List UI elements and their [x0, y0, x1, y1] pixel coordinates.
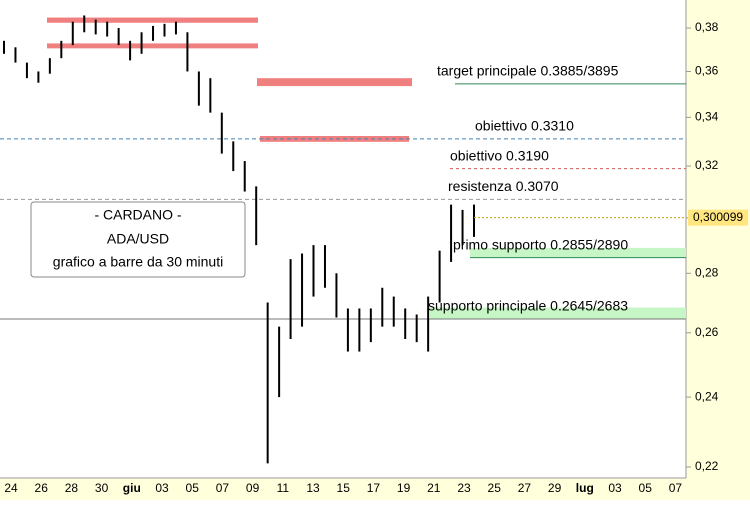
last-price-label: 0,300099 — [693, 210, 743, 224]
x-tick-label: 05 — [186, 481, 200, 495]
support-zone — [430, 307, 686, 320]
x-tick-label: lug — [576, 481, 594, 495]
resistance-zone — [47, 43, 258, 49]
level-label: primo supporto 0.2855/2890 — [453, 236, 628, 252]
x-tick-label: giu — [123, 481, 141, 495]
x-tick-label: 03 — [608, 481, 622, 495]
x-tick-label: 25 — [488, 481, 502, 495]
level-label: resistenza 0.3070 — [448, 178, 559, 194]
info-text: grafico a barre da 30 minuti — [53, 254, 223, 270]
price-axis-bg — [686, 0, 750, 500]
y-tick-label: 0,28 — [695, 265, 719, 279]
x-tick-label: 09 — [246, 481, 260, 495]
x-tick-label: 24 — [4, 481, 18, 495]
x-tick-label: 30 — [95, 481, 109, 495]
x-tick-label: 17 — [367, 481, 381, 495]
resistance-zone — [47, 17, 258, 23]
x-tick-label: 05 — [639, 481, 653, 495]
x-tick-label: 07 — [216, 481, 230, 495]
y-tick-label: 0,34 — [695, 110, 719, 124]
resistance-zone — [257, 78, 412, 87]
info-box — [30, 201, 246, 278]
x-tick-label: 11 — [277, 481, 290, 495]
y-tick-label: 0,38 — [695, 20, 719, 34]
x-tick-label: 27 — [518, 481, 532, 495]
x-tick-label: 29 — [548, 481, 562, 495]
last-price-box — [688, 209, 748, 226]
support-zone — [470, 247, 686, 258]
level-label: obiettivo 0.3310 — [475, 118, 574, 134]
x-tick-label: 23 — [457, 481, 471, 495]
x-tick-label: 28 — [65, 481, 79, 495]
level-label: supporto principale 0.2645/2683 — [428, 298, 628, 314]
y-tick-label: 0,22 — [695, 459, 719, 473]
x-tick-label: 21 — [427, 481, 441, 495]
info-text: ADA/USD — [107, 231, 169, 247]
info-text: - CARDANO - — [94, 207, 181, 223]
resistance-zone — [260, 136, 409, 142]
x-tick-label: 03 — [155, 481, 169, 495]
x-tick-label: 15 — [337, 481, 351, 495]
x-tick-label: 13 — [306, 481, 320, 495]
x-tick-label: 26 — [35, 481, 49, 495]
level-label: target principale 0.3885/3895 — [437, 63, 619, 79]
level-label: obiettivo 0.3190 — [450, 147, 549, 163]
time-axis-bg — [0, 478, 750, 500]
y-tick-label: 0,32 — [695, 158, 719, 172]
x-tick-label: 19 — [397, 481, 411, 495]
y-tick-label: 0,36 — [695, 64, 719, 78]
y-tick-label: 0,26 — [695, 325, 719, 339]
y-tick-label: 0,24 — [695, 389, 719, 403]
x-tick-label: 07 — [669, 481, 683, 495]
